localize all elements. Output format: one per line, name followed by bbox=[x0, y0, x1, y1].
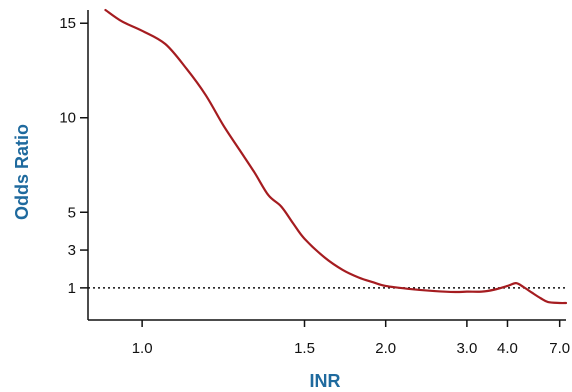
x-tick-label: 7.0 bbox=[549, 340, 570, 357]
y-tick-label: 1 bbox=[68, 280, 76, 297]
x-tick-label: 2.0 bbox=[375, 340, 396, 357]
y-axis-title: Odds Ratio bbox=[12, 124, 32, 220]
x-tick-label: 4.0 bbox=[497, 340, 518, 357]
x-axis: 1.0 1.5 2.0 3.0 4.0 7.0 bbox=[88, 319, 570, 357]
x-tick-label: 1.0 bbox=[132, 340, 153, 357]
series-layer bbox=[104, 8, 568, 305]
series-line-0 bbox=[104, 8, 568, 305]
y-tick-label: 15 bbox=[59, 15, 76, 32]
y-tick-label: 5 bbox=[68, 204, 76, 221]
x-tick-label: 1.5 bbox=[294, 340, 315, 357]
y-tick-label: 10 bbox=[59, 110, 76, 127]
y-tick-label: 3 bbox=[68, 242, 76, 259]
x-axis-title: INR bbox=[310, 371, 341, 391]
y-axis: 1 3 5 10 15 bbox=[59, 10, 89, 320]
x-tick-label: 3.0 bbox=[456, 340, 477, 357]
